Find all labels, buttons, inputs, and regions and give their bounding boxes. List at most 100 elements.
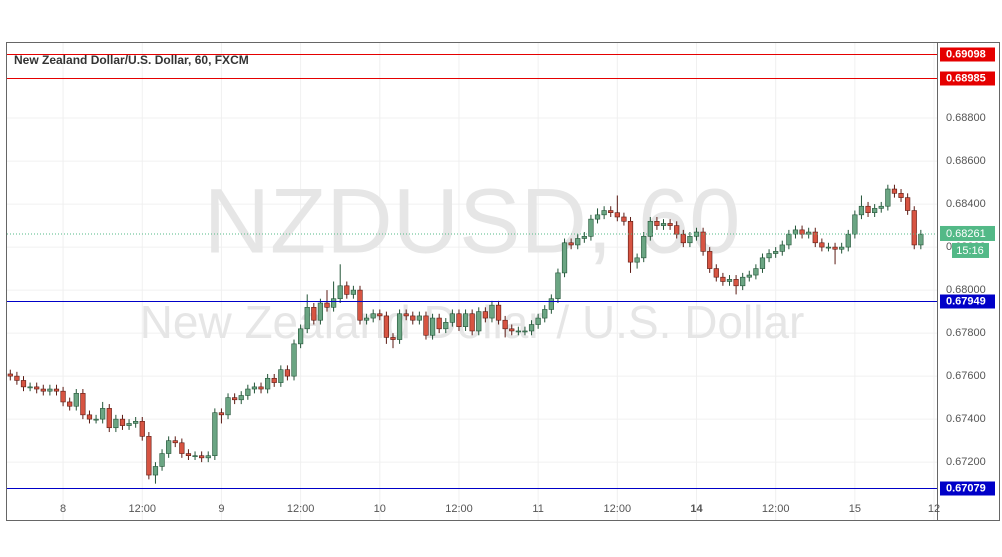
- x-tick-label: 9: [218, 503, 224, 515]
- candle-body: [713, 268, 719, 278]
- candle-body: [495, 304, 502, 321]
- candle-body: [726, 279, 733, 282]
- candle-body: [581, 236, 587, 239]
- candle-body: [608, 210, 614, 213]
- candle-body: [232, 397, 238, 401]
- candle-body: [73, 393, 79, 407]
- candle-body: [139, 420, 145, 437]
- last-price-label: 0.68261: [946, 228, 986, 240]
- candle-body: [654, 220, 660, 226]
- candle-body: [146, 436, 152, 476]
- candle-body: [641, 236, 647, 259]
- candle-body: [416, 315, 422, 321]
- candle-body: [113, 418, 119, 429]
- candle-body: [515, 330, 521, 333]
- candle-body: [456, 313, 462, 327]
- candle-body: [20, 380, 27, 388]
- candle-body: [443, 322, 449, 330]
- candle-body: [845, 233, 851, 248]
- candle-body: [185, 453, 192, 456]
- candle-body: [548, 298, 554, 310]
- candle-body: [502, 319, 508, 330]
- candle-body: [819, 242, 825, 248]
- candle-body: [786, 233, 792, 246]
- candle-body: [911, 210, 917, 246]
- x-tick-label: 12:00: [604, 503, 632, 515]
- candle-body: [469, 313, 475, 332]
- candle-body: [179, 442, 185, 454]
- candle-body: [812, 231, 818, 244]
- candle-body: [14, 375, 20, 381]
- candle-body: [482, 311, 488, 319]
- x-tick-label: 12:00: [287, 503, 315, 515]
- candle-body: [594, 214, 601, 220]
- candle-body: [205, 455, 211, 459]
- level-label: 0.67949: [946, 295, 986, 307]
- y-tick-label: 0.67200: [946, 456, 986, 468]
- candle-body: [588, 218, 594, 237]
- candle-body: [410, 315, 416, 321]
- candle-body: [212, 412, 218, 456]
- candle-body: [825, 246, 832, 249]
- candle-body: [251, 386, 258, 390]
- candle-body: [878, 205, 884, 209]
- candle-body: [199, 455, 205, 459]
- y-tick-label: 0.68800: [946, 112, 986, 124]
- x-tick-label: 10: [374, 503, 386, 515]
- candle-body: [47, 388, 53, 392]
- watermark: NZDUSD, 60: [204, 170, 741, 272]
- candle-body: [291, 343, 297, 377]
- candle-body: [166, 440, 172, 454]
- y-tick-label: 0.67600: [946, 370, 986, 382]
- grid: [7, 43, 937, 520]
- candle-body: [258, 386, 264, 390]
- candle-body: [383, 315, 389, 338]
- last-price-box: [940, 225, 995, 241]
- candle-body: [225, 397, 231, 416]
- candle-body: [119, 418, 126, 426]
- candle-body: [528, 324, 535, 332]
- candle-body: [601, 210, 607, 216]
- candle-body: [753, 268, 759, 276]
- candle-body: [93, 418, 99, 421]
- candle-body: [905, 197, 911, 211]
- level-box: [940, 47, 995, 62]
- candle-body: [390, 337, 396, 340]
- candle-body: [27, 386, 33, 389]
- candle-body: [152, 466, 159, 476]
- level-label: 0.68985: [946, 72, 986, 84]
- candle-body: [740, 276, 746, 287]
- candle-body: [34, 386, 40, 390]
- x-tick-label: 12: [928, 503, 940, 515]
- candle-body: [773, 251, 779, 254]
- candle-body: [839, 246, 845, 250]
- candle-body: [575, 238, 581, 246]
- x-tick-label: 8: [60, 503, 66, 515]
- candle-body: [265, 377, 271, 390]
- candle-body: [298, 328, 304, 345]
- y-tick-label: 0.68000: [946, 284, 986, 296]
- candle-body: [363, 317, 370, 321]
- candle-body: [436, 317, 442, 330]
- candle-body: [172, 440, 178, 444]
- candle-body: [357, 289, 363, 321]
- candle-body: [759, 257, 766, 269]
- candle-body: [720, 276, 726, 282]
- candle-body: [489, 304, 495, 319]
- candle-body: [100, 408, 106, 420]
- candle-body: [126, 423, 132, 426]
- candle-body: [627, 220, 634, 263]
- candle-body: [159, 453, 165, 467]
- candle-body: [80, 393, 86, 416]
- candle-body: [832, 246, 838, 250]
- candle-body: [192, 455, 198, 457]
- candle-body: [621, 216, 627, 222]
- candle-body: [660, 223, 667, 226]
- candle-body: [614, 212, 620, 218]
- candle-body: [429, 317, 436, 336]
- x-tick-label: 14: [690, 503, 703, 515]
- candle-body: [634, 257, 640, 263]
- chart-frame: [6, 42, 1000, 521]
- y-tick-label: 0.68600: [946, 155, 986, 167]
